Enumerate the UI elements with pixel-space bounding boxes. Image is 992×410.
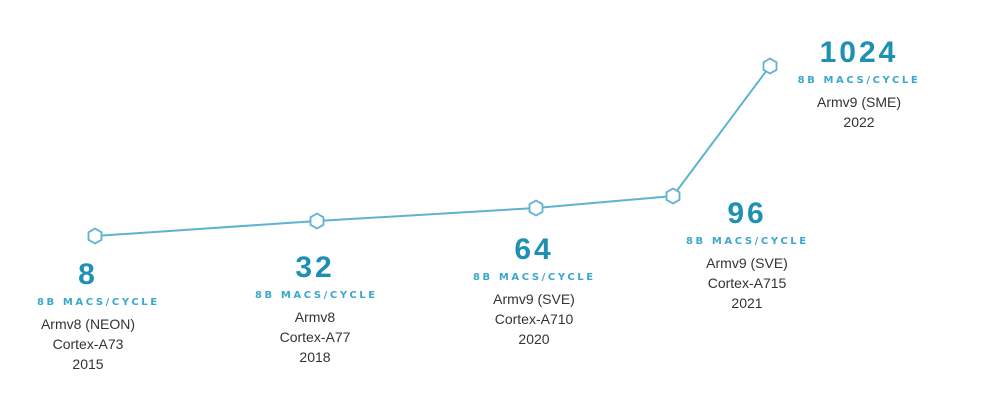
- architecture-label: Armv9 (SVE): [493, 291, 575, 307]
- data-label-value: 8: [78, 258, 98, 291]
- data-label-value: 96: [727, 197, 767, 230]
- data-label-value: 1024: [819, 36, 899, 69]
- year-label: 2015: [72, 356, 104, 372]
- data-label-unit: 8B MACS/CYCLE: [686, 236, 809, 247]
- data-label-unit: 8B MACS/CYCLE: [255, 290, 378, 301]
- core-label: Cortex-A715: [707, 275, 787, 291]
- architecture-label: Armv8: [294, 309, 336, 325]
- data-point-marker-64: [528, 199, 544, 217]
- callout-cortex-a73: 8 8B MACS/CYCLE Armv8 (NEON) Cortex-A73 …: [37, 258, 160, 374]
- callout-armv9-sme: 1024 8B MACS/CYCLE Armv9 (SME) 2022: [797, 38, 921, 132]
- data-point-markers: [87, 57, 778, 245]
- data-point-marker-8: [87, 227, 103, 245]
- architecture-label: Armv9 (SVE): [706, 255, 788, 271]
- architecture-label: Armv9 (SME): [817, 94, 901, 110]
- data-point-marker-1024: [762, 57, 778, 75]
- callout-cortex-a710: 64 8B MACS/CYCLE Armv9 (SVE) Cortex-A710…: [473, 235, 595, 349]
- callout-cortex-a77: 32 8B MACS/CYCLE Armv8 Cortex-A77 2018: [255, 253, 375, 367]
- architecture-label: Armv8 (NEON): [40, 316, 136, 332]
- data-label-unit: 8B MACS/CYCLE: [797, 75, 921, 86]
- core-label: Cortex-A77: [279, 329, 351, 345]
- year-label: 2021: [731, 295, 763, 311]
- trend-line: [94, 65, 771, 237]
- year-label: 2020: [518, 331, 550, 347]
- data-label-value: 32: [295, 251, 335, 284]
- core-label: Cortex-A73: [52, 336, 124, 352]
- data-point-marker-96: [665, 187, 681, 205]
- callout-cortex-a715: 96 8B MACS/CYCLE Armv9 (SVE) Cortex-A715…: [686, 199, 808, 313]
- data-label-value: 64: [514, 233, 554, 266]
- data-point-marker-32: [309, 212, 325, 230]
- data-label-unit: 8B MACS/CYCLE: [37, 297, 160, 308]
- year-label: 2018: [299, 349, 331, 365]
- year-label: 2022: [843, 114, 875, 130]
- data-label-unit: 8B MACS/CYCLE: [473, 272, 596, 283]
- core-label: Cortex-A710: [494, 311, 574, 327]
